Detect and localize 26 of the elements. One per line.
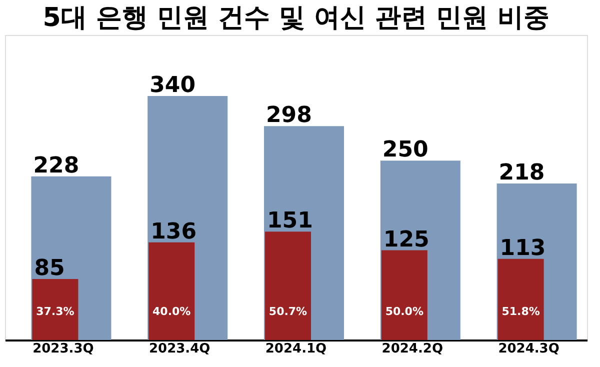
data-label: 136: [150, 219, 197, 244]
x-tick-label: 2024.3Q: [498, 342, 560, 356]
x-tick-label: 2024.1Q: [265, 342, 327, 356]
data-label: 113: [500, 236, 546, 261]
x-tick-label: 2023.3Q: [32, 342, 94, 356]
x-tick-label: 2024.2Q: [382, 342, 444, 356]
data-label: 250: [382, 138, 428, 163]
data-label: 218: [498, 160, 545, 186]
chart-title: 5대 은행 민원 건수 및 여신 관련 민원 비중: [42, 3, 550, 33]
x-tick-label: 2023.4Q: [148, 342, 210, 356]
bar: [381, 250, 428, 340]
data-label: 85: [34, 256, 65, 281]
data-label: 151: [267, 208, 313, 234]
annotation: 40.0%: [152, 305, 191, 318]
bar: [265, 232, 311, 340]
annotation: 50.7%: [268, 305, 308, 318]
data-label: 340: [150, 73, 196, 98]
bar: [148, 242, 195, 340]
bar: [32, 279, 78, 340]
data-label: 125: [383, 227, 430, 252]
annotation: 50.0%: [385, 305, 424, 318]
data-label: 228: [33, 153, 80, 178]
bar: [498, 258, 544, 340]
annotation: 51.8%: [502, 305, 540, 318]
annotation: 37.3%: [36, 305, 74, 318]
data-label: 298: [266, 103, 312, 128]
